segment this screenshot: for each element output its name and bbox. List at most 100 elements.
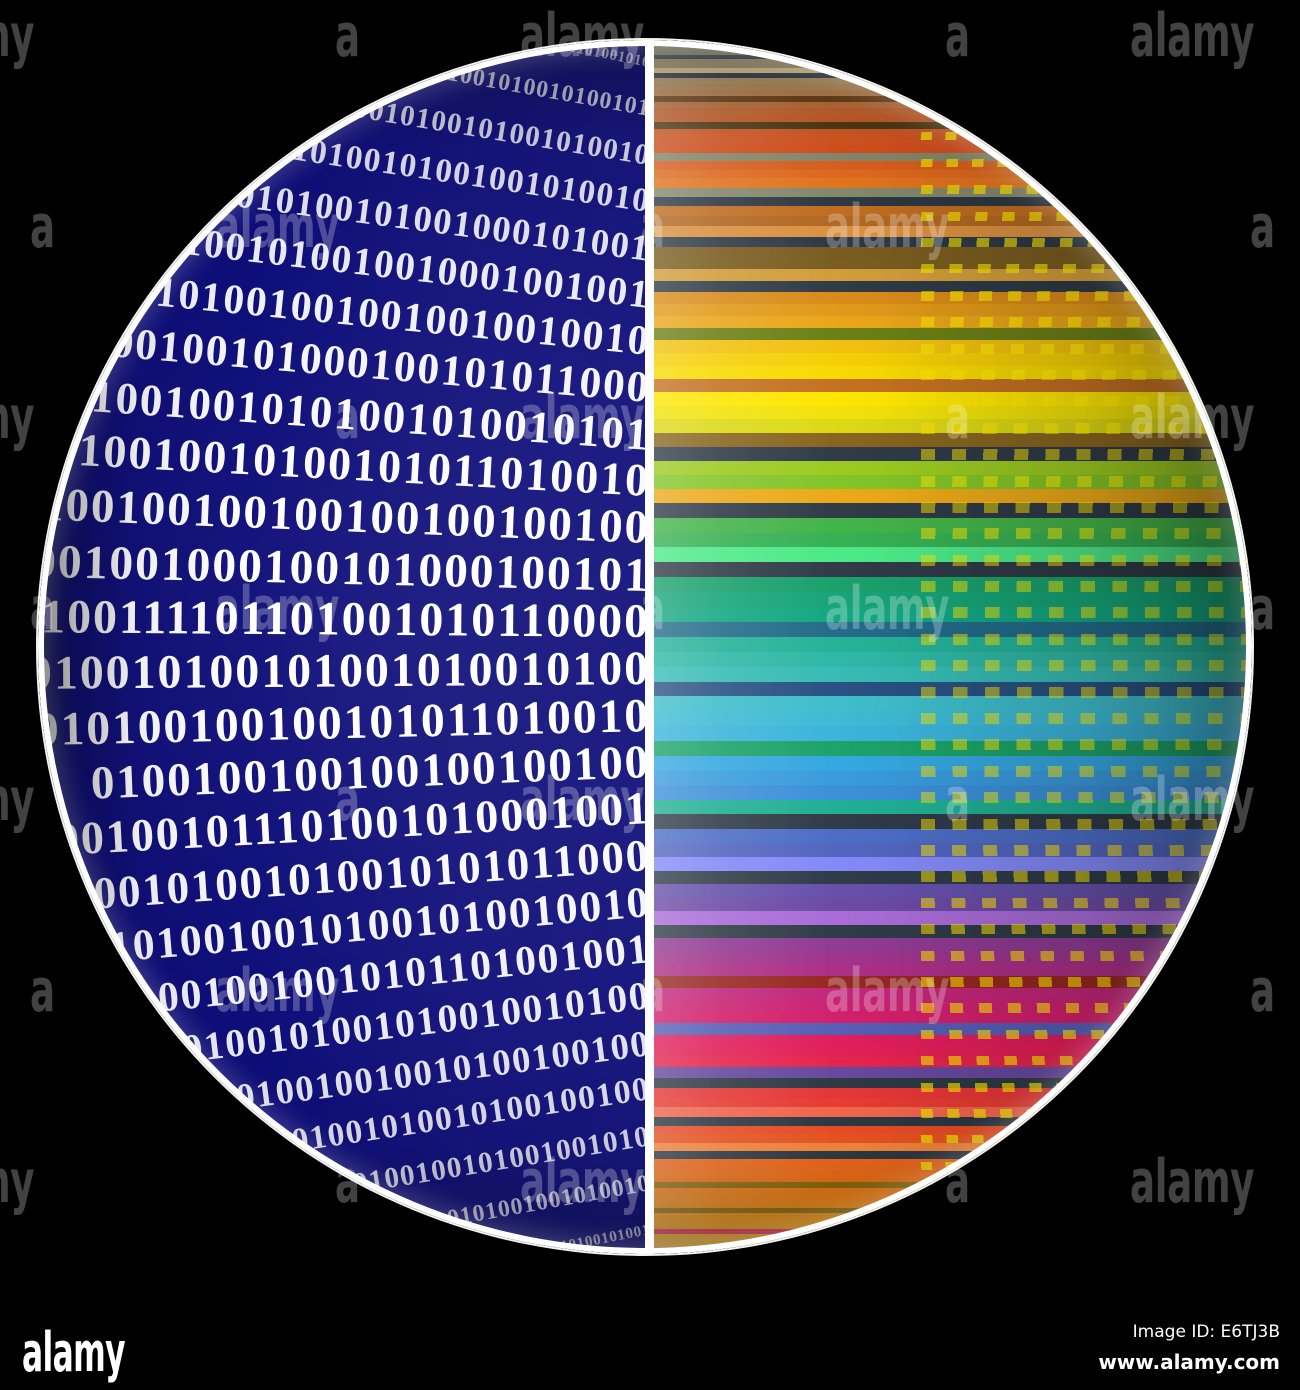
colour-stripe: [649, 1125, 1252, 1136]
colour-stripe: [649, 419, 1252, 434]
colour-stripe: [649, 1201, 1252, 1209]
colour-stripe: [649, 292, 1252, 305]
colour-stripe: [649, 328, 1252, 342]
colour-stripe: [649, 40, 1252, 45]
colour-stripe: [649, 50, 1252, 56]
alamy-watermark: a: [1250, 192, 1275, 262]
sphere-body: 010100101001010 0101001010010100101 101001…: [38, 40, 1252, 1254]
colour-stripe: [649, 269, 1252, 282]
colour-stripe: [649, 136, 1252, 146]
alamy-watermark: alamy: [0, 1, 35, 71]
colour-stripe: [649, 726, 1252, 742]
colour-stripe: [649, 1207, 1252, 1215]
colour-stripe: [649, 43, 1252, 48]
colour-stripe: [649, 591, 1252, 608]
colour-stripe: [649, 828, 1252, 844]
colour-stripe: [649, 547, 1252, 563]
colour-stripe: [649, 1219, 1252, 1226]
colour-stripe: [649, 755, 1252, 772]
colour-stripe: [649, 1250, 1252, 1254]
colour-stripe: [649, 799, 1252, 815]
colour-stripe: [649, 1195, 1252, 1203]
image-id-label: Image ID: E6TJ3B: [1132, 1322, 1280, 1342]
colour-stripe: [649, 741, 1252, 757]
colour-stripe: [649, 68, 1252, 74]
colour-stripe: [649, 1045, 1252, 1058]
colour-stripe: [649, 216, 1252, 228]
colour-stripe: [649, 950, 1252, 965]
colour-stripe: [649, 405, 1252, 420]
colour-stripe: [649, 517, 1252, 534]
alamy-watermark: alamy: [0, 383, 35, 453]
colour-stripe: [649, 315, 1252, 329]
colour-stripe: [649, 696, 1252, 713]
colour-stripe: [649, 814, 1252, 830]
colour-stripe: [649, 937, 1252, 952]
colour-stripe: [649, 226, 1252, 238]
colour-stripe: [649, 856, 1252, 872]
colour-stripe: [649, 1151, 1252, 1160]
colour-stripe: [649, 1067, 1252, 1079]
colour-stripe: [649, 621, 1252, 638]
hemisphere-divider: [645, 40, 654, 1254]
colour-stripe: [649, 1023, 1252, 1036]
colour-stripe: [649, 460, 1252, 476]
colour-stripe: [649, 47, 1252, 52]
colour-stripe: [649, 152, 1252, 162]
colour-stripe: [649, 196, 1252, 208]
colour-stripe: [649, 353, 1252, 367]
colour-stripe: [649, 666, 1252, 683]
colour-stripe: [649, 975, 1252, 989]
alamy-watermark: a: [1250, 574, 1275, 644]
colour-stripe: [649, 561, 1252, 578]
colour-stripe: [649, 89, 1252, 97]
colour-stripe: [649, 178, 1252, 189]
colour-stripe: [649, 681, 1252, 698]
colour-stripe: [649, 532, 1252, 548]
colour-stripe: [649, 785, 1252, 801]
colour-stripe: [649, 503, 1252, 519]
alamy-logo: alamy: [22, 1321, 126, 1384]
colour-stripe: [649, 1011, 1252, 1025]
colour-stripe: [649, 474, 1252, 490]
colour-stripe: [649, 1224, 1252, 1231]
colour-stripe: [649, 1246, 1252, 1252]
colour-stripe: [649, 842, 1252, 858]
colour-stripe: [649, 1097, 1252, 1108]
colour-stripe: [649, 1034, 1252, 1047]
colour-spectrum-hemisphere: [649, 40, 1252, 1254]
binary-row: 001101010010100101001010010100: [38, 644, 650, 700]
colour-stripe: [649, 770, 1252, 786]
colour-stripe: [649, 963, 1252, 977]
alamy-watermark: a: [1250, 956, 1275, 1026]
binary-data-hemisphere: 010100101001010 0101001010010100101 101001…: [38, 40, 650, 1254]
colour-stripe: [649, 340, 1252, 354]
colour-stripe: [649, 54, 1252, 60]
colour-stripe: [649, 258, 1252, 270]
alamy-url-link[interactable]: www.alamy.com: [1098, 1350, 1280, 1374]
colour-stripe: [649, 489, 1252, 505]
colour-stripe: [649, 247, 1252, 259]
colour-stripe: [649, 365, 1252, 380]
colour-stripe: [649, 606, 1252, 623]
colour-stripe: [649, 884, 1252, 899]
colour-stripe: [649, 711, 1252, 728]
colour-stripe: [649, 303, 1252, 317]
alamy-watermark: alamy: [0, 765, 35, 835]
colour-stripe: [649, 1234, 1252, 1240]
colour-stripe: [649, 144, 1252, 154]
colour-stripe: [649, 392, 1252, 407]
colour-stripe: [649, 988, 1252, 1001]
colour-stripe: [649, 898, 1252, 913]
colour-stripe: [649, 911, 1252, 926]
colour-stripe: [649, 636, 1252, 653]
colour-stripe: [649, 73, 1252, 80]
colour-stripe: [649, 122, 1252, 131]
colour-stripe: [649, 1181, 1252, 1190]
colour-stripe: [649, 280, 1252, 293]
colour-stripe: [649, 101, 1252, 110]
colour-stripe: [649, 115, 1252, 123]
colour-stripe: [649, 83, 1252, 91]
colour-stripe: [649, 1142, 1252, 1152]
